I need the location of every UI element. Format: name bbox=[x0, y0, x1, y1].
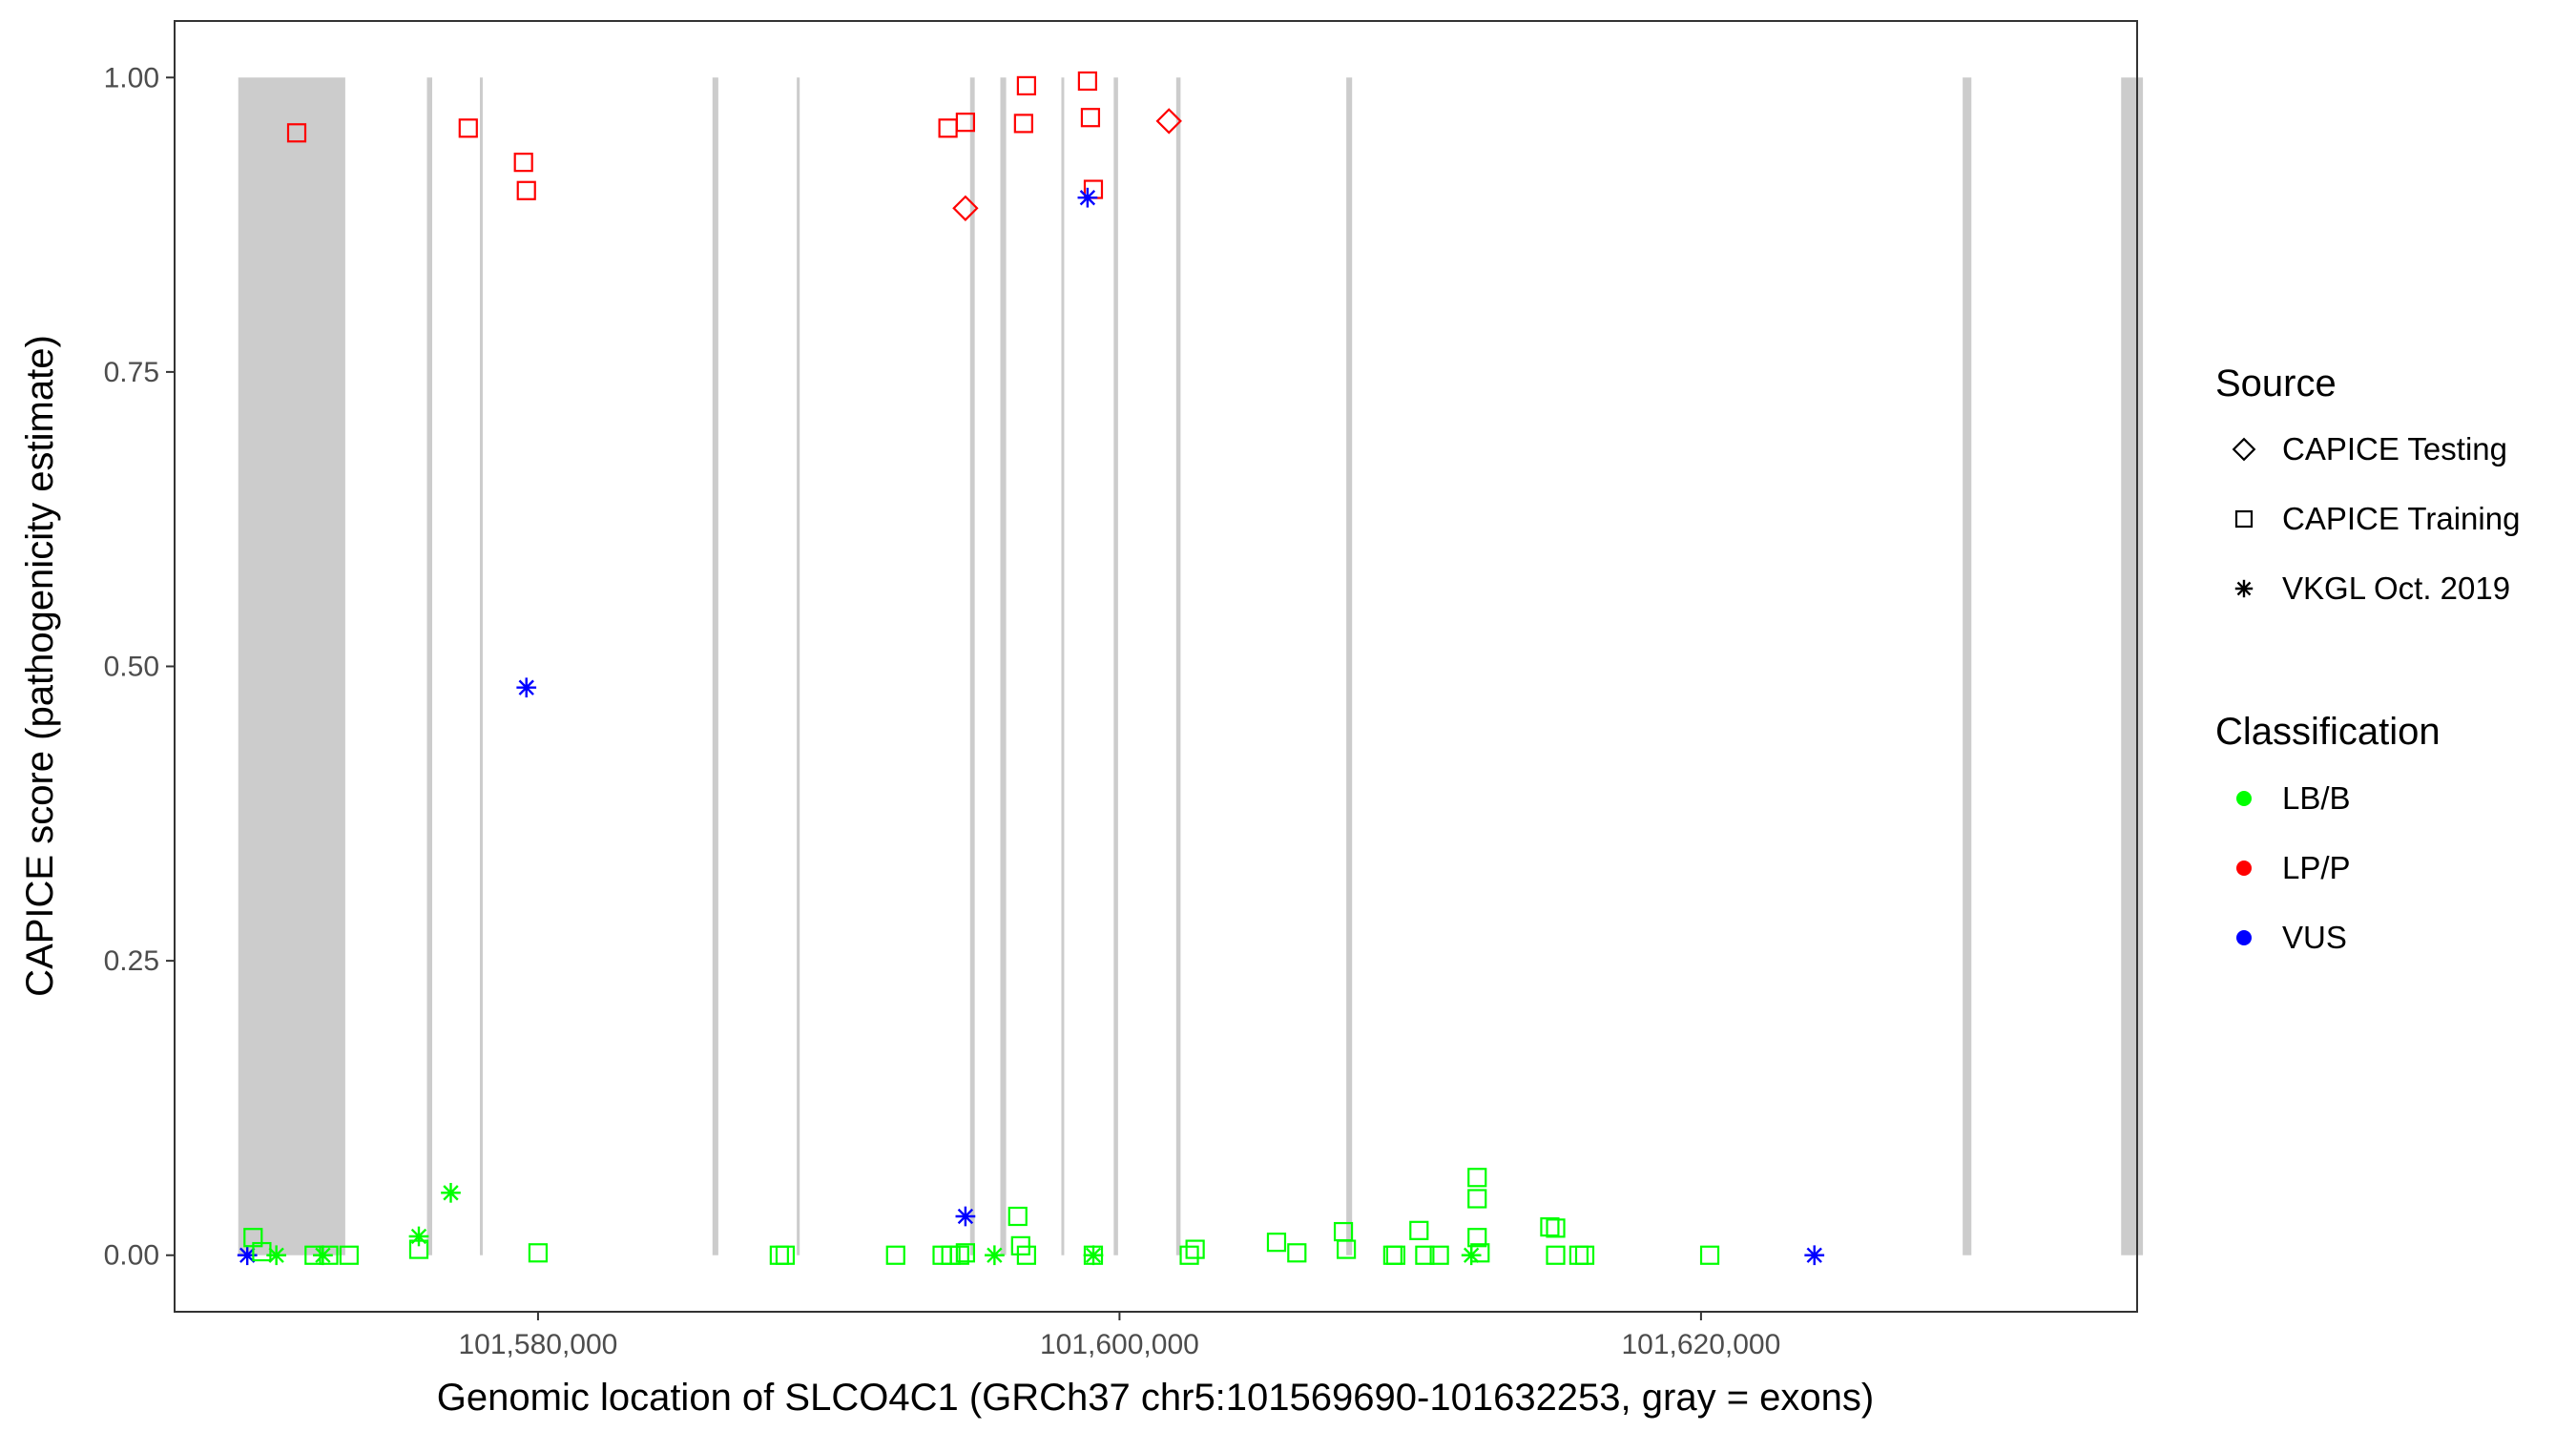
data-point bbox=[1415, 1245, 1435, 1265]
legend-key-diamond bbox=[2232, 437, 2256, 462]
y-axis-title: CAPICE score (pathogenicity estimate) bbox=[19, 335, 61, 997]
data-point bbox=[528, 1243, 549, 1263]
data-point bbox=[1077, 187, 1098, 208]
data-point bbox=[458, 118, 478, 138]
legend-label: CAPICE Testing bbox=[2282, 431, 2507, 467]
data-point bbox=[441, 1182, 461, 1203]
data-point bbox=[1804, 1245, 1825, 1266]
exon-band bbox=[1963, 77, 1972, 1255]
data-point bbox=[319, 1245, 339, 1265]
data-point bbox=[1470, 1243, 1490, 1263]
data-point bbox=[408, 1239, 429, 1259]
x-tick-label: 101,620,000 bbox=[1621, 1329, 1780, 1360]
data-point bbox=[339, 1245, 359, 1265]
data-point bbox=[1467, 1168, 1487, 1188]
point-layer bbox=[237, 71, 1825, 1266]
data-point bbox=[1385, 1245, 1406, 1265]
x-tick-label: 101,580,000 bbox=[459, 1329, 618, 1360]
data-point bbox=[1179, 1245, 1199, 1265]
x-axis-title: Genomic location of SLCO4C1 (GRCh37 chr5… bbox=[437, 1377, 1874, 1419]
data-point bbox=[1467, 1228, 1487, 1248]
exon-band bbox=[1113, 77, 1118, 1255]
legend-class-items: LB/B LP/P VUS bbox=[2236, 780, 2351, 955]
legend-label: VKGL Oct. 2019 bbox=[2282, 570, 2510, 606]
data-point bbox=[1540, 1217, 1560, 1237]
exon-band bbox=[238, 77, 345, 1255]
data-point bbox=[955, 1243, 975, 1263]
legend-source-items: CAPICE Testing CAPICE Training VKGL Oct. 2… bbox=[2232, 431, 2520, 606]
data-point bbox=[955, 1206, 976, 1227]
legend-label: LB/B bbox=[2282, 780, 2351, 816]
exon-band bbox=[712, 77, 718, 1255]
exon-band bbox=[797, 77, 800, 1255]
exon-band bbox=[1346, 77, 1353, 1255]
y-tick-label: 1.00 bbox=[104, 62, 159, 93]
legend-title-source: Source bbox=[2215, 363, 2337, 404]
exon-band bbox=[1175, 77, 1181, 1255]
legend-key-asterisk bbox=[2234, 579, 2254, 598]
data-point bbox=[1699, 1245, 1720, 1265]
legend-label: VUS bbox=[2282, 920, 2347, 955]
data-point bbox=[1016, 75, 1036, 95]
exon-band bbox=[1000, 77, 1007, 1255]
exon-band bbox=[2121, 77, 2144, 1255]
data-point bbox=[949, 1245, 969, 1265]
legend-title-classification: Classification bbox=[2215, 711, 2441, 753]
legend-key-dot bbox=[2236, 930, 2252, 945]
data-point bbox=[1083, 1245, 1104, 1265]
data-point bbox=[252, 1241, 272, 1262]
exon-band bbox=[479, 77, 483, 1255]
y-tick-label: 0.75 bbox=[104, 357, 159, 388]
data-point bbox=[1287, 1243, 1307, 1263]
y-tick-label: 0.25 bbox=[104, 945, 159, 977]
data-point bbox=[1546, 1218, 1566, 1238]
exon-band bbox=[969, 77, 975, 1255]
data-point bbox=[408, 1226, 429, 1247]
data-point bbox=[516, 180, 536, 200]
data-point bbox=[304, 1245, 324, 1265]
data-point bbox=[1337, 1239, 1357, 1259]
data-point bbox=[1016, 1245, 1036, 1265]
data-point bbox=[1077, 71, 1097, 92]
data-point bbox=[1266, 1233, 1287, 1253]
data-point bbox=[1467, 1189, 1487, 1209]
legend-key-square bbox=[2234, 509, 2254, 529]
data-point bbox=[955, 113, 975, 133]
legend-label: CAPICE Training bbox=[2282, 501, 2520, 536]
x-tick-label: 101,600,000 bbox=[1040, 1329, 1199, 1360]
data-point bbox=[1574, 1245, 1595, 1265]
legend: Source CAPICE Testing CAPICE Training VKGL… bbox=[2215, 363, 2520, 955]
data-point bbox=[985, 1245, 1005, 1266]
axis-layer: 101,580,000 101,600,000 101,620,000 0.00 0.2… bbox=[104, 62, 1781, 1360]
y-tick-label: 0.00 bbox=[104, 1240, 159, 1272]
legend-key-dot bbox=[2236, 791, 2252, 806]
data-point bbox=[1083, 1245, 1104, 1266]
data-point bbox=[952, 195, 979, 221]
legend-label: LP/P bbox=[2282, 850, 2351, 885]
y-tick-label: 0.50 bbox=[104, 652, 159, 683]
legend-key-dot bbox=[2236, 861, 2252, 876]
exon-band bbox=[1061, 77, 1065, 1255]
data-point bbox=[1546, 1245, 1566, 1265]
data-point bbox=[1155, 108, 1182, 135]
data-point bbox=[237, 1245, 258, 1266]
exon-layer bbox=[238, 77, 2144, 1255]
data-point bbox=[1008, 1206, 1028, 1227]
exon-band bbox=[426, 77, 433, 1255]
data-point bbox=[516, 677, 537, 698]
data-point bbox=[1080, 108, 1101, 128]
data-point bbox=[286, 123, 307, 143]
data-point bbox=[775, 1245, 796, 1265]
data-point bbox=[1013, 114, 1033, 134]
data-point bbox=[885, 1245, 905, 1265]
data-point bbox=[1409, 1220, 1429, 1240]
data-point bbox=[1185, 1239, 1205, 1259]
data-point bbox=[1429, 1245, 1449, 1265]
data-point bbox=[513, 153, 533, 173]
